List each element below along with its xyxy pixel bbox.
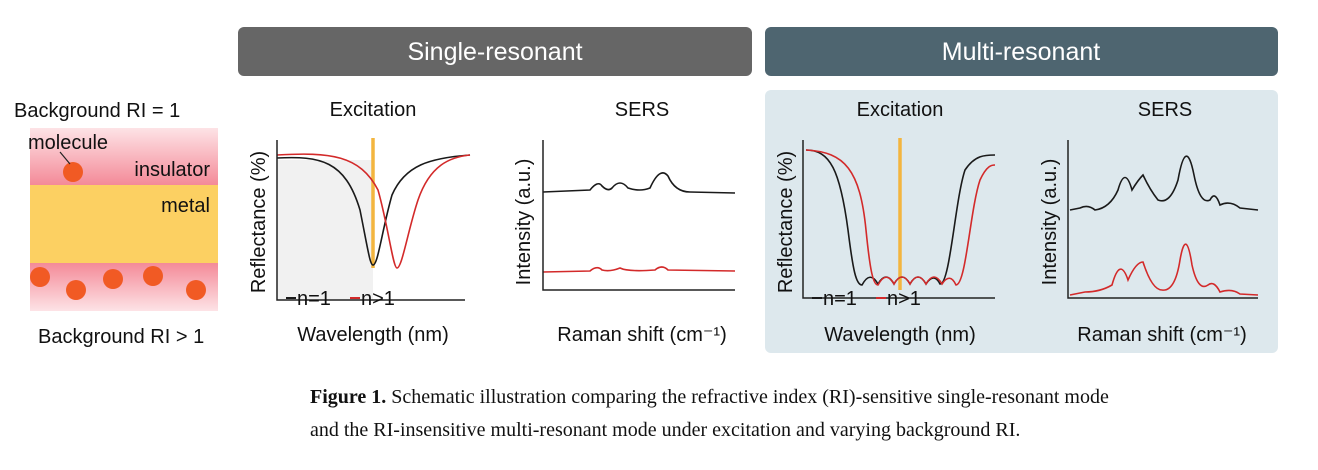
header: Multi-resonant — [942, 38, 1100, 66]
label: metal — [161, 195, 210, 217]
legend-label: n>1 — [361, 288, 395, 310]
curve — [1069, 155, 1259, 211]
molecule — [30, 267, 50, 287]
panel-title: Excitation — [330, 99, 417, 121]
x-label: Raman shift (cm⁻¹) — [1077, 324, 1246, 346]
caption-line: and the RI-insensitive multi-resonant mo… — [310, 419, 1020, 441]
curve — [542, 266, 736, 273]
x-label: Wavelength (nm) — [297, 324, 449, 346]
legend-label: n=1 — [297, 288, 331, 310]
axis — [802, 140, 995, 299]
curve — [1069, 243, 1259, 296]
y-label: Reflectance (%) — [775, 151, 797, 293]
x-label: Raman shift (cm⁻¹) — [557, 324, 726, 346]
molecule — [186, 280, 206, 300]
shade — [277, 160, 373, 300]
molecule — [66, 280, 86, 300]
axis — [1067, 140, 1258, 299]
molecule — [143, 266, 163, 286]
metal-layer — [30, 185, 218, 263]
y-label: Reflectance (%) — [248, 151, 270, 293]
legend-label: n=1 — [823, 288, 857, 310]
curve — [805, 149, 996, 286]
y-label: Intensity (a.u.) — [513, 159, 535, 286]
curve — [276, 153, 471, 269]
y-label: Intensity (a.u.) — [1039, 159, 1061, 286]
molecule — [103, 269, 123, 289]
panel-title: SERS — [615, 99, 669, 121]
molecule — [63, 162, 83, 182]
axis — [542, 140, 735, 291]
header: Single-resonant — [407, 38, 582, 66]
panel-title: Excitation — [857, 99, 944, 121]
header-box — [238, 27, 752, 76]
insulator-layer — [30, 128, 218, 185]
panel-title: SERS — [1138, 99, 1192, 121]
legend-label: n>1 — [887, 288, 921, 310]
caption-label: Figure 1. — [310, 386, 386, 408]
pointer — [59, 151, 71, 165]
label: molecule — [28, 132, 108, 154]
curve — [542, 172, 736, 194]
axis — [276, 140, 465, 301]
label: insulator — [134, 159, 210, 181]
label: Background RI > 1 — [38, 326, 204, 348]
label: Background RI = 1 — [14, 100, 180, 122]
x-label: Wavelength (nm) — [824, 324, 976, 346]
caption-line: Figure 1. Schematic illustration compari… — [310, 386, 1109, 408]
caption-text: Schematic illustration comparing the ref… — [391, 386, 1109, 408]
header-box — [765, 27, 1278, 76]
panel-background — [765, 90, 1278, 353]
curve — [276, 154, 471, 266]
